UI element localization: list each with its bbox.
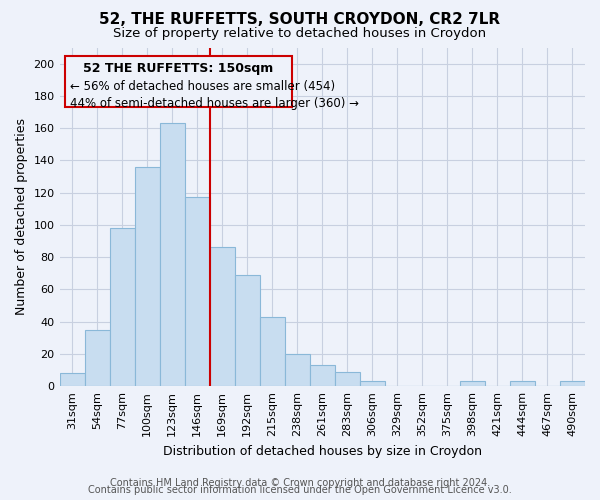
Bar bbox=[85, 330, 110, 386]
Bar bbox=[560, 382, 585, 386]
FancyBboxPatch shape bbox=[65, 56, 292, 107]
Bar bbox=[460, 382, 485, 386]
Text: ← 56% of detached houses are smaller (454): ← 56% of detached houses are smaller (45… bbox=[70, 80, 335, 93]
Bar bbox=[209, 248, 235, 386]
Text: Size of property relative to detached houses in Croydon: Size of property relative to detached ho… bbox=[113, 28, 487, 40]
Bar bbox=[285, 354, 310, 386]
Bar bbox=[59, 374, 85, 386]
Bar bbox=[235, 275, 260, 386]
Bar bbox=[185, 198, 209, 386]
Text: Contains public sector information licensed under the Open Government Licence v3: Contains public sector information licen… bbox=[88, 485, 512, 495]
Bar bbox=[510, 382, 535, 386]
Text: 52 THE RUFFETTS: 150sqm: 52 THE RUFFETTS: 150sqm bbox=[83, 62, 274, 75]
Bar bbox=[260, 317, 285, 386]
Y-axis label: Number of detached properties: Number of detached properties bbox=[15, 118, 28, 316]
Text: Contains HM Land Registry data © Crown copyright and database right 2024.: Contains HM Land Registry data © Crown c… bbox=[110, 478, 490, 488]
X-axis label: Distribution of detached houses by size in Croydon: Distribution of detached houses by size … bbox=[163, 444, 482, 458]
Text: 52, THE RUFFETTS, SOUTH CROYDON, CR2 7LR: 52, THE RUFFETTS, SOUTH CROYDON, CR2 7LR bbox=[100, 12, 500, 28]
Bar bbox=[160, 124, 185, 386]
Bar bbox=[310, 365, 335, 386]
Bar bbox=[134, 167, 160, 386]
Bar bbox=[110, 228, 134, 386]
Bar bbox=[360, 382, 385, 386]
Bar bbox=[335, 372, 360, 386]
Text: 44% of semi-detached houses are larger (360) →: 44% of semi-detached houses are larger (… bbox=[70, 98, 359, 110]
